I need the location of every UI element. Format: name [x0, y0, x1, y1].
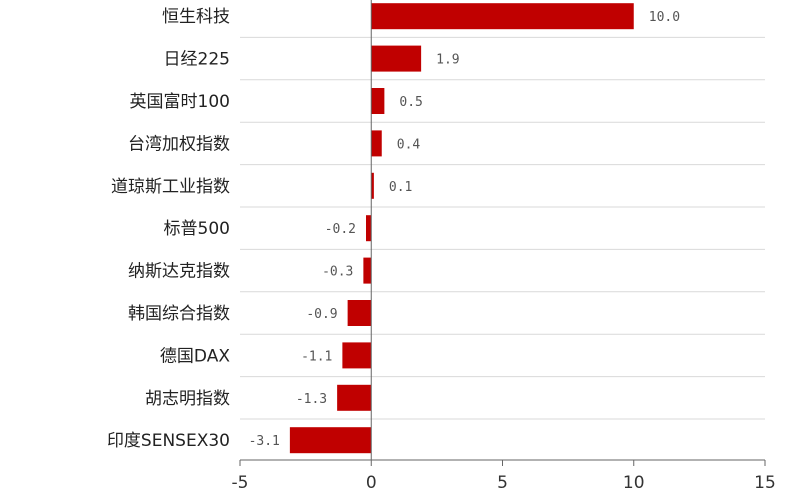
category-label: 纳斯达克指数: [128, 262, 230, 282]
value-label: -0.2: [325, 222, 356, 237]
category-label: 德国DAX: [160, 346, 230, 366]
category-label: 标普500: [164, 219, 230, 239]
category-label: 胡志明指数: [145, 389, 230, 409]
bar-4: [371, 172, 374, 199]
value-label: -0.9: [306, 307, 337, 322]
category-label: 恒生科技: [162, 7, 230, 27]
value-label: -0.3: [322, 265, 353, 280]
bar-3: [371, 130, 382, 157]
bar-0: [371, 3, 634, 30]
category-label: 韩国综合指数: [128, 304, 230, 324]
value-label: 0.4: [397, 137, 421, 152]
x-tick-label: 5: [497, 473, 508, 493]
bar-6: [363, 257, 372, 284]
x-tick-label: -5: [232, 473, 249, 493]
x-tick-label: 0: [366, 473, 377, 493]
category-label: 台湾加权指数: [128, 134, 230, 154]
value-label: 10.0: [649, 10, 680, 25]
bar-9: [337, 384, 372, 411]
bar-5: [366, 215, 372, 242]
bar-10: [289, 427, 372, 454]
value-label: 1.9: [436, 53, 459, 68]
value-labels: 10.0 1.9 0.5 0.4 0.1 -0.2 -0.3 -0.9 -1.1 -1.3 -3.1: [249, 10, 681, 449]
category-label: 印度SENSEX30: [107, 431, 230, 451]
bar-1: [371, 45, 422, 72]
category-label: 道琼斯工业指数: [111, 177, 230, 197]
bar-8: [342, 342, 372, 369]
value-label: -1.1: [301, 349, 332, 364]
category-label: 英国富时100: [130, 92, 230, 112]
value-label: -3.1: [249, 434, 280, 449]
x-tick-label: 15: [754, 473, 776, 493]
row-separators: [240, 36, 765, 420]
bar-7: [347, 300, 372, 326]
value-label: 0.1: [389, 180, 412, 195]
value-label: -1.3: [296, 392, 327, 407]
value-label: 0.5: [399, 95, 422, 110]
axes: -5 0 5 10 15: [232, 0, 776, 493]
bar-2: [371, 88, 385, 114]
category-label: 日经225: [164, 50, 230, 70]
bars: [289, 3, 634, 454]
x-tick-label: 10: [623, 473, 645, 493]
